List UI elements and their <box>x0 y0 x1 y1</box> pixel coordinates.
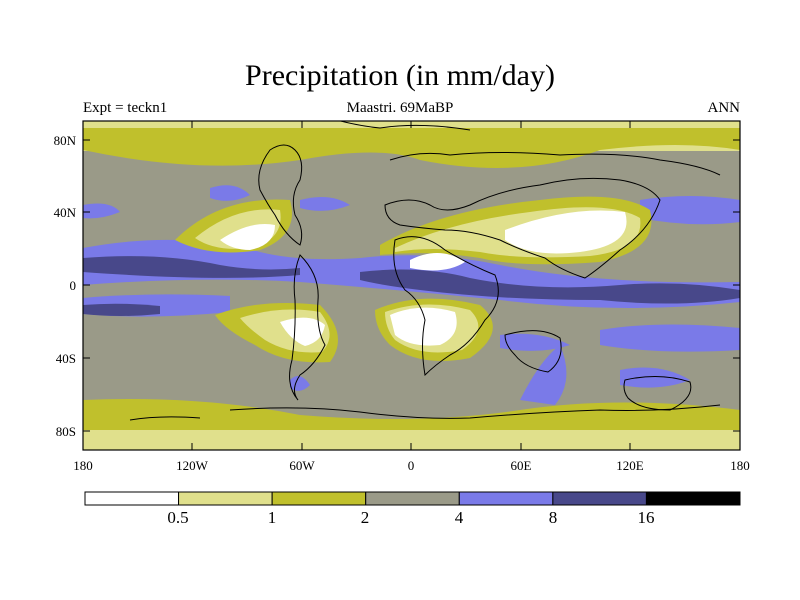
colorbar-label: 2 <box>361 508 370 527</box>
colorbar <box>84 491 741 506</box>
precipitation-field <box>83 121 740 450</box>
lat-label: 80S <box>56 424 76 439</box>
period-label: Maastri. 69MaBP <box>346 100 454 116</box>
lon-label: 60W <box>289 458 315 473</box>
colorbar-swatch <box>458 491 554 506</box>
colorbar-swatch <box>84 491 180 506</box>
colorbar-swatch <box>178 491 273 506</box>
colorbar-swatch <box>271 491 367 506</box>
lon-label: 60E <box>511 458 532 473</box>
season-label: ANN <box>707 100 741 116</box>
colorbar-label: 16 <box>638 508 655 527</box>
lon-label: 180 <box>73 458 93 473</box>
colorbar-swatch <box>365 491 460 506</box>
lon-label: 0 <box>408 458 415 473</box>
colorbar-swatch <box>645 491 741 506</box>
colorbar-label: 4 <box>455 508 464 527</box>
coastlines <box>129 121 721 421</box>
lon-label: 120E <box>616 458 644 473</box>
lat-label: 80N <box>54 133 77 148</box>
colorbar-swatch <box>552 491 647 506</box>
lon-label: 120W <box>176 458 209 473</box>
map-title: Precipitation (in mm/day) <box>245 59 555 92</box>
lat-label: 40N <box>54 205 77 220</box>
lat-label: 0 <box>70 278 77 293</box>
lon-label: 180 <box>730 458 750 473</box>
axis-ticks <box>82 121 741 450</box>
lat-label: 40S <box>56 351 76 366</box>
colorbar-label: 1 <box>268 508 277 527</box>
experiment-label: Expt = teckn1 <box>83 100 168 116</box>
colorbar-label: 8 <box>549 508 558 527</box>
colorbar-label: 0.5 <box>167 508 188 527</box>
